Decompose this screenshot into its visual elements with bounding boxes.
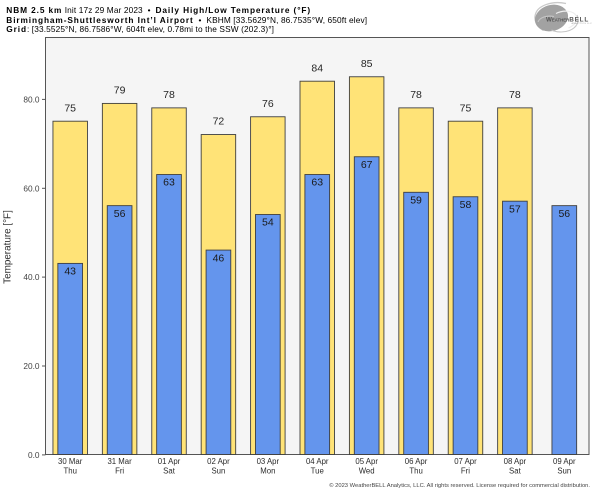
svg-text:Sat: Sat: [163, 466, 176, 475]
svg-text:Thu: Thu: [409, 466, 422, 475]
svg-text:05 Apr: 05 Apr: [355, 457, 378, 466]
svg-text:84: 84: [311, 62, 323, 74]
svg-text:78: 78: [509, 89, 521, 101]
svg-text:54: 54: [262, 217, 274, 229]
svg-text:Fri: Fri: [115, 466, 124, 475]
svg-text:20.0: 20.0: [23, 361, 40, 371]
svg-text:67: 67: [361, 159, 373, 171]
svg-text:Sat: Sat: [509, 466, 522, 475]
svg-text:03 Apr: 03 Apr: [257, 457, 280, 466]
svg-text:07 Apr: 07 Apr: [454, 457, 477, 466]
svg-text:Sun: Sun: [557, 466, 571, 475]
svg-text:30 Mar: 30 Mar: [58, 457, 83, 466]
svg-text:79: 79: [114, 85, 126, 97]
svg-text:78: 78: [410, 89, 422, 101]
svg-text:57: 57: [509, 203, 521, 215]
svg-text:Fri: Fri: [461, 466, 470, 475]
svg-text:Sun: Sun: [211, 466, 225, 475]
svg-text:78: 78: [163, 89, 175, 101]
svg-text:WEATHERBELL: WEATHERBELL: [546, 16, 589, 23]
svg-text:46: 46: [213, 252, 225, 264]
svg-text:© 2023 WeatherBELL Analytics,: © 2023 WeatherBELL Analytics, LLC. All r…: [329, 482, 590, 489]
svg-text:76: 76: [262, 98, 274, 110]
svg-text:Tue: Tue: [311, 466, 324, 475]
svg-text:01 Apr: 01 Apr: [158, 457, 181, 466]
svg-text:Temperature [°F]: Temperature [°F]: [3, 210, 14, 284]
svg-text:75: 75: [64, 102, 76, 114]
svg-text:56: 56: [558, 208, 570, 220]
svg-text:43: 43: [64, 266, 76, 278]
svg-text:04 Apr: 04 Apr: [306, 457, 329, 466]
svg-text:56: 56: [114, 208, 126, 220]
svg-text:Thu: Thu: [63, 466, 76, 475]
svg-text:63: 63: [163, 177, 175, 189]
svg-text:0.0: 0.0: [28, 450, 40, 460]
svg-text:Mon: Mon: [260, 466, 275, 475]
svg-text:63: 63: [311, 177, 323, 189]
svg-text:59: 59: [410, 195, 422, 207]
svg-text:80.0: 80.0: [23, 94, 40, 104]
svg-text:31 Mar: 31 Mar: [107, 457, 132, 466]
svg-text:60.0: 60.0: [23, 183, 40, 193]
svg-text:08 Apr: 08 Apr: [504, 457, 527, 466]
svg-text:72: 72: [213, 116, 225, 128]
svg-text:02 Apr: 02 Apr: [207, 457, 230, 466]
svg-text:ANALYTICS LLC: ANALYTICS LLC: [572, 22, 593, 25]
svg-text:Wed: Wed: [359, 466, 375, 475]
svg-text:85: 85: [361, 58, 373, 70]
svg-text:75: 75: [460, 102, 472, 114]
svg-text:58: 58: [460, 199, 472, 211]
svg-text:06 Apr: 06 Apr: [405, 457, 428, 466]
svg-text:40.0: 40.0: [23, 272, 40, 282]
svg-text:09 Apr: 09 Apr: [553, 457, 576, 466]
